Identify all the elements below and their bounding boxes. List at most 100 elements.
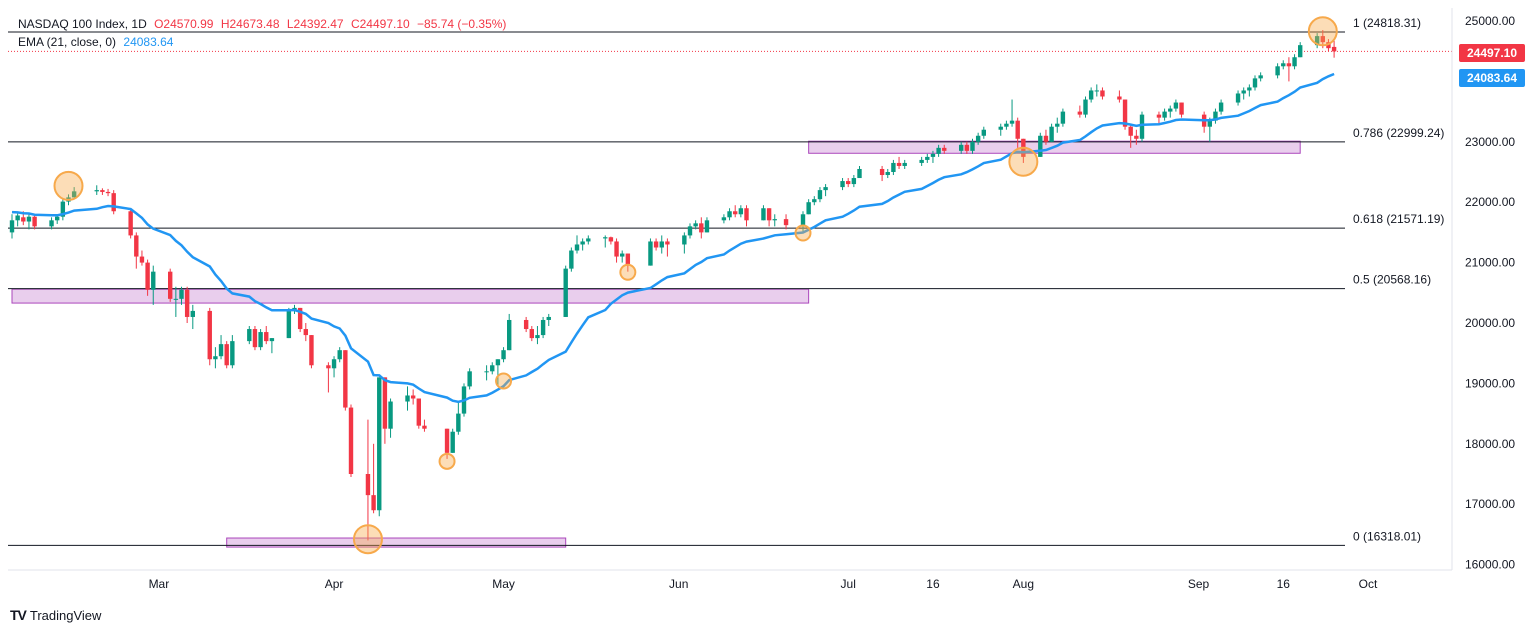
candle-body	[1088, 90, 1094, 100]
candle-body	[139, 256, 145, 263]
fib-level-label: 0 (16318.01)	[1353, 529, 1421, 543]
candle-body	[1038, 135, 1043, 157]
candle-body	[422, 425, 427, 429]
candle-body	[1213, 111, 1218, 121]
candle-body	[1083, 99, 1088, 115]
candle-body	[365, 474, 371, 496]
candle-body	[1117, 96, 1122, 100]
candle-body	[614, 241, 619, 257]
candle-body	[484, 371, 489, 373]
candle-body	[772, 219, 777, 221]
x-tick-label: Jun	[669, 577, 688, 591]
brand-name: TradingView	[29, 607, 102, 623]
y-tick-label: 17000.00	[1465, 497, 1515, 511]
candle-body	[297, 307, 303, 330]
ema-line	[11, 72, 1335, 404]
candle-body	[1009, 120, 1015, 124]
candle-body	[761, 208, 766, 221]
candle-body	[603, 237, 608, 239]
y-tick-label: 22000.00	[1465, 195, 1515, 209]
x-tick-label: May	[492, 577, 515, 591]
highlight-marker	[1008, 146, 1039, 177]
candle-body	[823, 187, 828, 191]
candle-body	[490, 365, 495, 372]
zones-layer	[11, 140, 1301, 548]
candle-body	[738, 208, 744, 215]
candle-body	[569, 250, 574, 269]
candle-body	[806, 202, 811, 215]
candle-body	[207, 310, 212, 360]
candle-body	[1320, 36, 1325, 43]
fib-level-label: 1 (24818.31)	[1353, 16, 1421, 30]
candle-body	[405, 395, 410, 402]
highlight-marker	[495, 372, 513, 390]
candle-body	[1331, 46, 1337, 52]
candle-body	[1207, 120, 1212, 127]
candle-body	[936, 147, 941, 154]
candle-body	[309, 335, 314, 366]
highlight-marker	[619, 263, 637, 281]
candle-body	[1179, 102, 1184, 115]
candle-body	[247, 329, 252, 342]
y-tick-label: 20000.00	[1465, 316, 1515, 330]
candle-body	[173, 298, 179, 300]
candle-body	[733, 211, 738, 215]
candle-body	[343, 350, 348, 408]
candle-body	[783, 219, 789, 226]
candle-body	[653, 241, 659, 248]
candle-body	[540, 319, 546, 336]
candle-body	[693, 223, 698, 227]
x-tick-label: 16	[1277, 577, 1291, 591]
candle-body	[620, 253, 625, 257]
candle-body	[151, 271, 156, 290]
candle-body	[970, 141, 975, 151]
legend-ema-value: 24083.64	[123, 35, 174, 49]
candle-body	[1077, 111, 1083, 115]
candle-body	[224, 344, 229, 366]
x-tick-label: Apr	[325, 577, 344, 591]
candle-body	[1168, 108, 1173, 112]
candle-body	[1094, 90, 1099, 92]
candle-body	[1015, 120, 1020, 139]
candle-body	[382, 377, 388, 429]
candle-body	[145, 262, 150, 290]
close-price-tag: 24497.10	[1459, 44, 1525, 62]
candle-body	[851, 178, 857, 185]
candle-body	[286, 310, 292, 339]
candle-body	[896, 162, 902, 166]
candle-body	[1252, 78, 1258, 88]
candle-body	[744, 208, 749, 221]
candle-body	[580, 241, 585, 245]
tradingview-brand[interactable]: TV TradingView	[10, 607, 101, 623]
legend-change: −85.74 (−0.35%)	[417, 17, 507, 31]
candle-body	[1247, 87, 1252, 91]
candle-body	[840, 181, 845, 188]
candle-body	[1258, 75, 1263, 79]
ema-price-tag: 24083.64	[1459, 69, 1525, 87]
candle-body	[608, 237, 614, 242]
candle-body	[879, 168, 885, 176]
candle-body	[60, 201, 66, 217]
legend-ohlc: NASDAQ 100 Index, 1D O24570.99 H24673.48…	[18, 17, 510, 31]
candle-body	[416, 398, 421, 426]
candle-body	[529, 329, 534, 339]
fib-level-label: 0.786 (22999.24)	[1353, 126, 1444, 140]
candle-body	[184, 289, 190, 317]
y-tick-label: 21000.00	[1465, 256, 1515, 270]
candle-body	[902, 162, 907, 166]
candle-body	[337, 350, 342, 360]
candle-body	[846, 181, 851, 185]
candle-body	[303, 329, 308, 336]
y-tick-label: 18000.00	[1465, 437, 1515, 451]
candle-body	[857, 168, 862, 179]
candle-body	[32, 216, 37, 227]
legend-ema[interactable]: EMA (21, close, 0) 24083.64	[18, 35, 177, 49]
candle-body	[930, 153, 936, 157]
candle-body	[800, 214, 806, 226]
candle-body	[1049, 126, 1054, 142]
support-zone	[11, 288, 810, 304]
highlight-marker	[1307, 16, 1338, 47]
highlight-marker	[438, 452, 456, 470]
candle-body	[546, 316, 551, 320]
